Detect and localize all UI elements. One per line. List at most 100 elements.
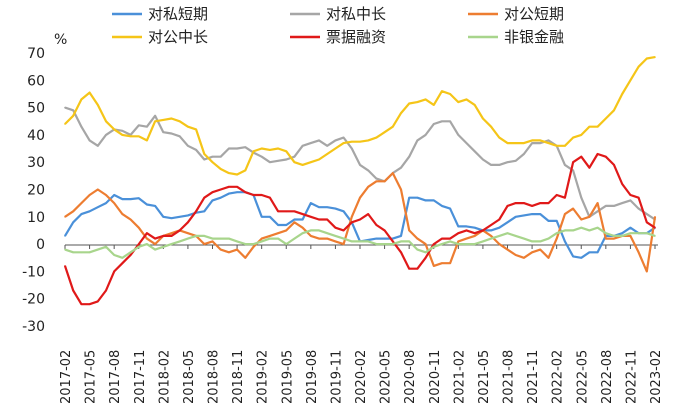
legend-label: 对公中长 [148, 28, 208, 46]
data-point [170, 117, 173, 120]
data-point [293, 237, 296, 240]
data-point [252, 150, 255, 153]
data-point [457, 240, 460, 243]
data-point [596, 251, 599, 254]
data-point [605, 232, 607, 234]
legend-label: 票据融资 [326, 28, 386, 46]
data-point [580, 155, 583, 158]
data-point [367, 213, 369, 215]
data-point [334, 139, 337, 142]
data-point [244, 191, 247, 194]
data-point [334, 147, 337, 150]
y-tick-label: -30 [22, 319, 45, 335]
data-point [154, 120, 156, 123]
data-point [408, 196, 410, 199]
data-point [432, 265, 435, 267]
data-point [121, 262, 124, 265]
data-point [383, 237, 386, 240]
data-point [326, 153, 329, 155]
data-point [146, 232, 148, 234]
data-point [555, 194, 558, 196]
data-point [88, 303, 91, 305]
data-point [244, 243, 247, 245]
data-point [400, 166, 402, 169]
data-point [228, 192, 230, 195]
data-point [96, 248, 99, 251]
data-point [96, 300, 99, 303]
data-point [260, 237, 263, 240]
data-point [498, 226, 501, 229]
x-tick-label: 2020-11 [428, 350, 443, 404]
series-group [63, 56, 657, 306]
data-point [359, 164, 361, 166]
data-point [211, 191, 214, 194]
data-point [334, 207, 337, 210]
data-point [203, 210, 206, 213]
data-point [646, 232, 648, 234]
data-point [162, 131, 165, 133]
data-point [72, 109, 74, 112]
y-tick-label: 50 [27, 101, 45, 117]
data-point [351, 216, 353, 218]
data-point [514, 202, 517, 204]
data-point [146, 125, 148, 128]
data-point [342, 142, 345, 144]
data-point [178, 135, 181, 138]
data-point [465, 98, 468, 101]
data-point [629, 194, 632, 196]
data-point [490, 237, 492, 240]
data-point [211, 199, 214, 202]
data-point [88, 91, 91, 94]
y-tick-label: -20 [22, 292, 45, 308]
data-point [154, 248, 156, 251]
data-point [178, 120, 181, 123]
data-point [310, 202, 312, 204]
data-point [539, 142, 542, 144]
data-point [96, 206, 99, 209]
data-point [383, 229, 386, 232]
data-point [621, 235, 624, 237]
data-point [260, 147, 263, 150]
data-point [113, 128, 115, 131]
x-tick-label: 2021-05 [477, 350, 492, 404]
data-point [654, 226, 656, 229]
data-point [424, 98, 427, 101]
data-point [269, 235, 271, 237]
data-point [269, 161, 271, 163]
data-point [105, 289, 107, 292]
data-point [236, 240, 238, 243]
data-point [293, 161, 296, 163]
data-point [137, 226, 140, 229]
data-point [449, 262, 451, 265]
data-point [277, 237, 279, 240]
data-point [416, 101, 419, 103]
data-point [424, 134, 427, 136]
data-point [400, 112, 402, 114]
data-point [506, 205, 509, 207]
data-point [72, 221, 74, 224]
data-point [154, 205, 156, 207]
data-point [105, 194, 107, 196]
data-point [400, 240, 402, 243]
data-point [596, 125, 599, 128]
data-point [514, 216, 517, 218]
data-point [613, 164, 615, 166]
data-point [113, 254, 115, 256]
data-point [219, 237, 222, 240]
data-point [588, 229, 591, 232]
legend-item: 票据融资 [290, 28, 386, 46]
data-point [572, 136, 574, 139]
series-3 [64, 56, 656, 176]
data-point [64, 123, 66, 125]
data-point [367, 169, 369, 172]
data-point [375, 180, 378, 183]
data-point [187, 221, 189, 224]
legend-label: 对私短期 [148, 5, 208, 23]
data-point [621, 93, 624, 95]
data-point [637, 232, 640, 234]
data-point [277, 232, 279, 234]
data-point [572, 229, 574, 232]
data-point [375, 243, 378, 245]
